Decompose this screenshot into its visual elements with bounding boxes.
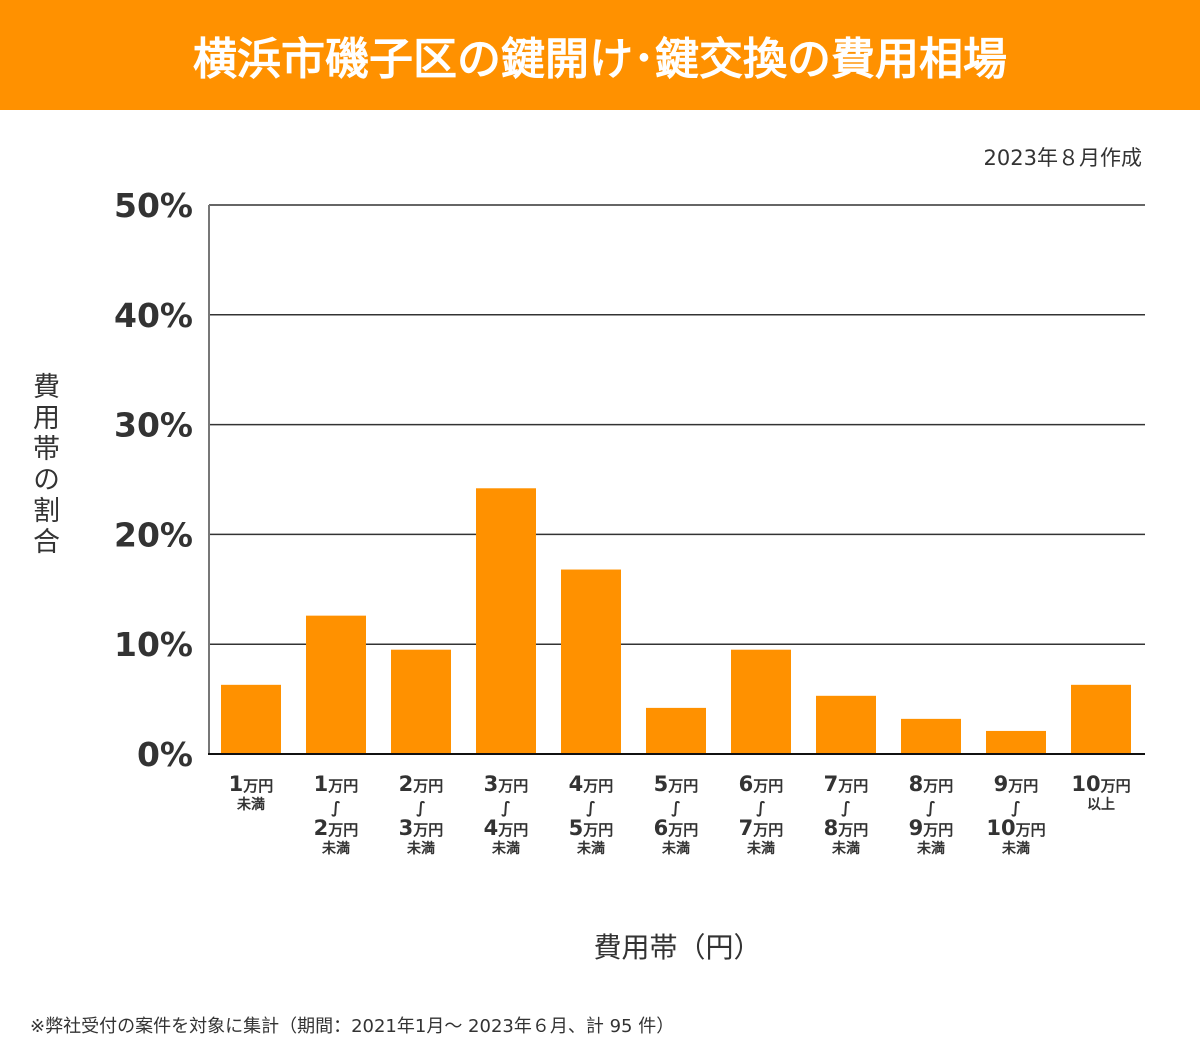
bars: [221, 488, 1131, 754]
x-tick-amount: 4万円: [569, 772, 614, 796]
x-tick-labels: 1万円未満1万円∫2万円未満2万円∫3万円未満3万円∫4万円未満4万円∫5万円未…: [229, 772, 1131, 857]
x-tick-range-mark: ∫: [331, 798, 341, 817]
bar: [476, 488, 536, 754]
x-tick-qualifier: 未満: [237, 796, 265, 813]
x-tick-amount: 4万円: [484, 816, 529, 840]
x-tick-amount: 1万円: [229, 772, 274, 796]
x-axis-label: 費用帯（円）: [593, 931, 762, 964]
x-tick-amount: 6万円: [739, 772, 784, 796]
x-tick-amount: 10万円: [1071, 772, 1130, 796]
x-tick-qualifier: 未満: [407, 840, 435, 857]
x-tick-amount: 6万円: [654, 816, 699, 840]
x-tick-range-mark: ∫: [1011, 798, 1021, 817]
y-tick-label: 30%: [114, 406, 193, 445]
bar: [901, 718, 961, 754]
y-tick-labels: 0% 10% 20% 30% 40% 50%: [114, 186, 193, 774]
bar: [646, 707, 706, 754]
x-tick-range-mark: ∫: [671, 798, 681, 817]
x-tick-qualifier: 未満: [747, 840, 775, 857]
bar: [731, 649, 791, 754]
x-tick-amount: 8万円: [909, 772, 954, 796]
x-tick-amount: 9万円: [994, 772, 1039, 796]
x-tick-qualifier: 未満: [832, 840, 860, 857]
x-tick-amount: 8万円: [824, 816, 869, 840]
x-tick-qualifier: 未満: [322, 840, 350, 857]
x-tick-qualifier: 以上: [1087, 797, 1115, 813]
y-tick-label: 50%: [114, 186, 193, 225]
y-tick-label: 40%: [114, 296, 193, 335]
x-tick-amount: 10万円: [986, 816, 1045, 840]
x-tick-qualifier: 未満: [492, 840, 520, 857]
y-axis-label: 費用帯の割合: [28, 372, 59, 558]
x-tick-qualifier: 未満: [1002, 840, 1030, 857]
x-tick-amount: 1万円: [314, 772, 359, 796]
x-tick-qualifier: 未満: [662, 840, 690, 857]
footnote: ※弊社受付の案件を対象に集計（期間：2021年1月～ 2023年６月、計 95 …: [30, 1016, 675, 1037]
x-tick-amount: 2万円: [399, 772, 444, 796]
x-tick-range-mark: ∫: [501, 798, 511, 817]
x-tick-qualifier: 未満: [917, 840, 945, 857]
bar: [816, 695, 876, 754]
y-tick-label: 10%: [114, 625, 193, 664]
x-tick-amount: 2万円: [314, 816, 359, 840]
chart-title: 横浜市磯子区の鍵開け･鍵交換の費用相場: [193, 34, 1007, 85]
x-tick-amount: 7万円: [824, 772, 869, 796]
x-tick-range-mark: ∫: [756, 798, 766, 817]
x-tick-amount: 7万円: [739, 816, 784, 840]
bar: [221, 684, 281, 754]
bar: [561, 569, 621, 754]
x-tick-amount: 3万円: [484, 772, 529, 796]
bar: [1071, 684, 1131, 754]
x-tick-range-mark: ∫: [416, 798, 426, 817]
bar: [306, 615, 366, 754]
x-tick-amount: 5万円: [654, 772, 699, 796]
created-date: 2023年８月作成: [983, 146, 1142, 170]
title-banner: 横浜市磯子区の鍵開け･鍵交換の費用相場: [0, 0, 1200, 110]
x-tick-range-mark: ∫: [841, 798, 851, 817]
x-tick-amount: 3万円: [399, 816, 444, 840]
bar: [391, 649, 451, 754]
y-tick-label: 20%: [114, 515, 193, 554]
gridlines: [209, 204, 1145, 645]
x-tick-amount: 5万円: [569, 816, 614, 840]
bar: [986, 730, 1046, 754]
x-tick-amount: 9万円: [909, 816, 954, 840]
x-tick-qualifier: 未満: [577, 840, 605, 857]
x-tick-range-mark: ∫: [586, 798, 596, 817]
axes: [208, 205, 1145, 755]
y-tick-label: 0%: [137, 735, 193, 774]
x-tick-range-mark: ∫: [926, 798, 936, 817]
